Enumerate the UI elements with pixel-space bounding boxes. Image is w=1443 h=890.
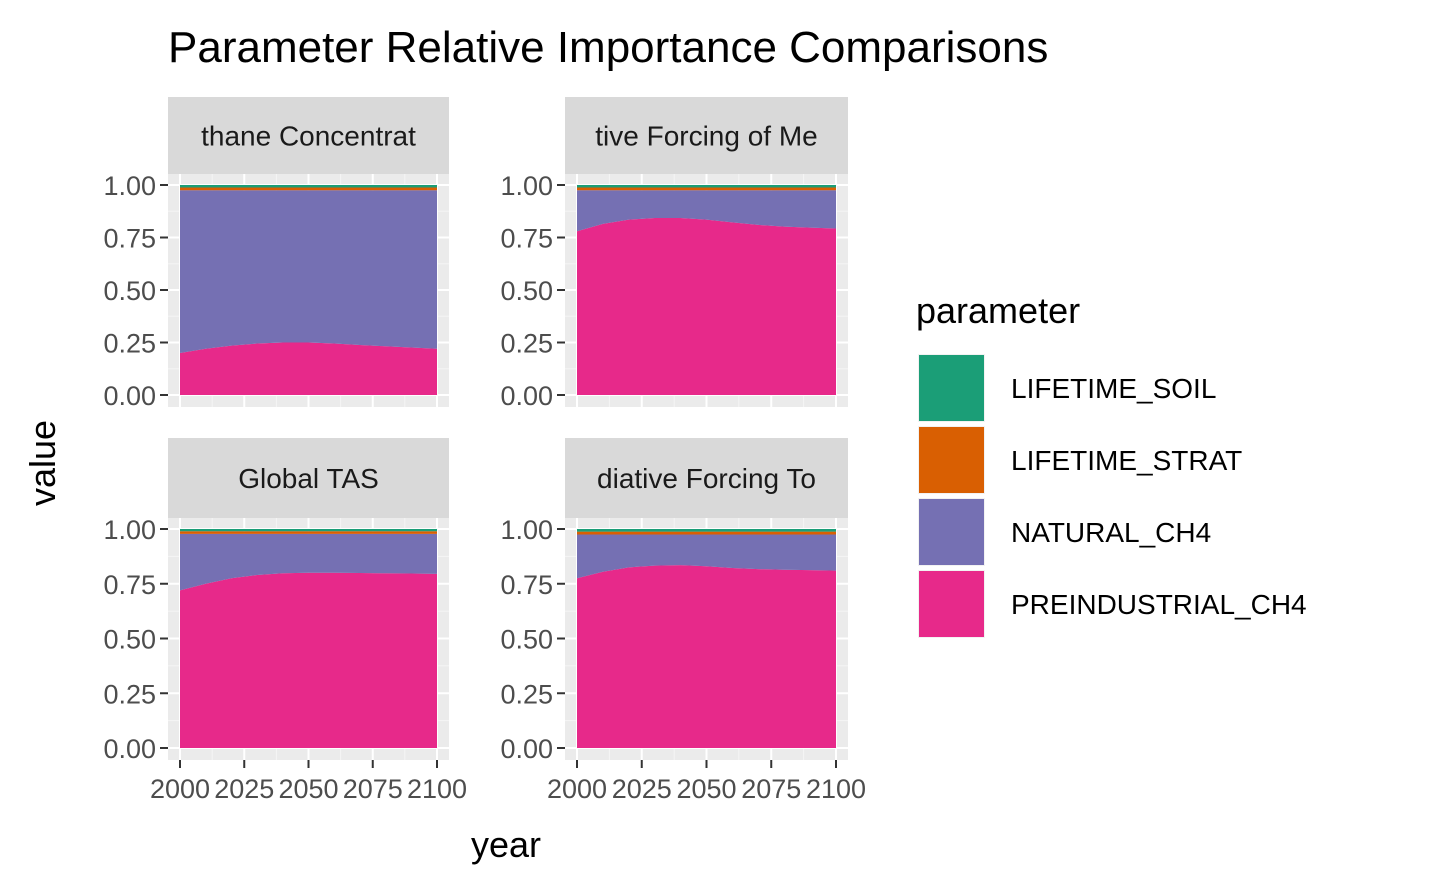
y-tick-label: 0.75 bbox=[103, 570, 156, 600]
facet-strip bbox=[565, 438, 848, 518]
area-lifetime-strat bbox=[577, 531, 836, 535]
x-tick-label: 2000 bbox=[547, 774, 607, 804]
y-tick-label: 1.00 bbox=[103, 171, 156, 201]
y-axis-title: value bbox=[22, 420, 63, 506]
area-lifetime-soil bbox=[180, 529, 437, 532]
y-tick-label: 0.50 bbox=[103, 625, 156, 655]
legend-swatch-natural-ch4 bbox=[919, 499, 984, 565]
legend-swatch-preindustrial-ch4 bbox=[919, 571, 984, 637]
y-tick-label: 0.75 bbox=[500, 224, 553, 254]
y-tick-label: 1.00 bbox=[103, 515, 156, 545]
x-tick-label: 2100 bbox=[806, 774, 866, 804]
legend-label: LIFETIME_STRAT bbox=[1011, 445, 1242, 476]
x-tick-label: 2025 bbox=[214, 774, 274, 804]
x-tick-label: 2075 bbox=[741, 774, 801, 804]
area-lifetime-strat bbox=[180, 187, 437, 191]
area-natural-ch4 bbox=[577, 190, 836, 232]
area-preindustrial-ch4 bbox=[180, 342, 437, 395]
chart-title: Parameter Relative Importance Comparison… bbox=[168, 23, 1048, 72]
facet-panel: tive Forcing of Me 0.00 0.25 0.50 0.75 1.00 bbox=[500, 97, 848, 411]
x-tick-label: 2050 bbox=[278, 774, 338, 804]
y-tick-label: 0.00 bbox=[103, 734, 156, 764]
facet-panel: diative Forcing To 0.00 0.25 0.50 0.75 1.00 20… bbox=[500, 438, 866, 804]
area-natural-ch4 bbox=[180, 533, 437, 591]
x-tick-label: 2050 bbox=[676, 774, 736, 804]
facet-strip bbox=[168, 97, 449, 174]
legend-label: PREINDUSTRIAL_CH4 bbox=[1011, 589, 1307, 620]
area-lifetime-soil bbox=[180, 185, 437, 188]
legend-swatch-lifetime-strat bbox=[919, 427, 984, 493]
y-tick-label: 0.25 bbox=[500, 679, 553, 709]
facet-strip bbox=[565, 97, 848, 174]
area-lifetime-soil bbox=[577, 529, 836, 532]
y-tick-label: 1.00 bbox=[500, 515, 553, 545]
x-tick-label: 2075 bbox=[343, 774, 403, 804]
area-lifetime-strat bbox=[180, 531, 437, 534]
y-tick-label: 0.75 bbox=[103, 224, 156, 254]
panels-layer: thane Concentrat0.000.250.500.751.00tive… bbox=[103, 97, 866, 804]
y-tick-label: 0.75 bbox=[500, 570, 553, 600]
y-tick-label: 0.25 bbox=[103, 329, 156, 359]
y-tick-label: 0.00 bbox=[103, 381, 156, 411]
x-tick-label: 2000 bbox=[150, 774, 210, 804]
x-tick-label: 2025 bbox=[612, 774, 672, 804]
facet-strip-label: Global TAS bbox=[238, 463, 379, 494]
area-natural-ch4 bbox=[577, 534, 836, 579]
y-tick-label: 0.50 bbox=[500, 276, 553, 306]
legend-swatch-lifetime-soil bbox=[919, 355, 984, 421]
legend-label: LIFETIME_SOIL bbox=[1011, 373, 1216, 404]
facet-strip bbox=[168, 438, 449, 518]
y-tick-label: 0.25 bbox=[103, 679, 156, 709]
y-tick-label: 1.00 bbox=[500, 171, 553, 201]
legend: parameter LIFETIME_SOIL LIFETIME_STRAT NAT… bbox=[916, 290, 1307, 638]
legend-title: parameter bbox=[916, 290, 1080, 331]
area-natural-ch4 bbox=[180, 190, 437, 353]
y-tick-label: 0.00 bbox=[500, 381, 553, 411]
x-axis-title: year bbox=[471, 824, 541, 865]
area-preindustrial-ch4 bbox=[180, 572, 437, 748]
area-lifetime-strat bbox=[577, 187, 836, 191]
y-tick-label: 0.25 bbox=[500, 329, 553, 359]
area-lifetime-soil bbox=[577, 185, 836, 188]
area-preindustrial-ch4 bbox=[577, 565, 836, 748]
facet-strip-label: thane Concentrat bbox=[201, 121, 416, 152]
y-tick-label: 0.50 bbox=[103, 276, 156, 306]
facet-strip-label: tive Forcing of Me bbox=[595, 121, 818, 152]
facet-strip-label: diative Forcing To bbox=[597, 463, 816, 494]
legend-label: NATURAL_CH4 bbox=[1011, 517, 1211, 548]
area-preindustrial-ch4 bbox=[577, 217, 836, 395]
y-tick-label: 0.50 bbox=[500, 625, 553, 655]
y-tick-label: 0.00 bbox=[500, 734, 553, 764]
x-tick-label: 2100 bbox=[407, 774, 467, 804]
facet-panel: thane Concentrat 0.00 0.25 0.50 0.75 1.00 bbox=[103, 97, 449, 411]
